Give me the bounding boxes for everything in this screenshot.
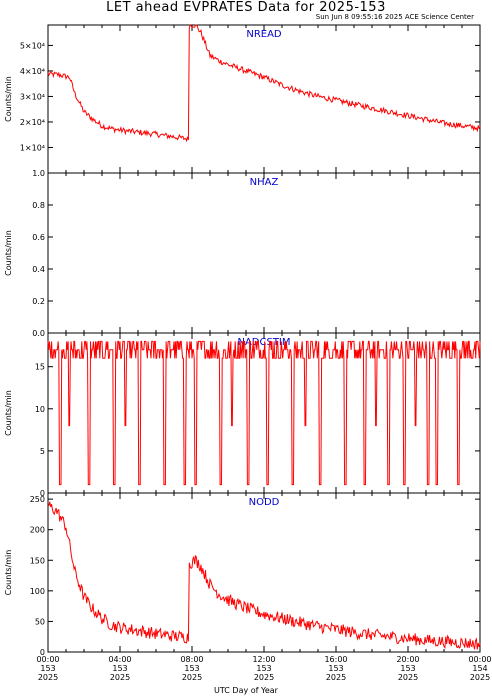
y-tick-label: 3×10⁴ [20, 92, 45, 101]
x-tick-label: 2025 [182, 673, 202, 682]
x-tick-label: 08:00 [180, 655, 203, 664]
x-tick-label: 153 [40, 664, 55, 673]
series-line [47, 501, 481, 650]
panel-nread: 1×10⁴ 2×10⁴ 3×10⁴ 4×10⁴ 5×10⁴ Counts/min NREAD [4, 24, 481, 174]
x-tick-label: 20:00 [396, 655, 419, 664]
y-tick-label: 4×10⁴ [20, 67, 45, 76]
chart-timestamp: Sun Jun 8 09:55:16 2025 ACE Science Cent… [315, 13, 474, 21]
x-tick-label: 2025 [38, 673, 58, 682]
x-tick-label: 153 [184, 664, 199, 673]
y-tick-label: 250 [30, 495, 45, 504]
panel-label: NADCSTIM [237, 337, 290, 348]
y-tick-label: 0.6 [32, 233, 45, 242]
x-tick-label: 2025 [254, 673, 274, 682]
x-tick-label: 2025 [470, 673, 490, 682]
y-tick-label: 100 [30, 587, 45, 596]
x-tick-label: 00:00 [36, 655, 59, 664]
y-tick-label: 5×10⁴ [20, 41, 45, 50]
y-tick-label: 0.0 [32, 329, 45, 338]
x-tick-label: 153 [256, 664, 271, 673]
y-tick-label: 15 [35, 363, 45, 372]
x-tick-label: 154 [472, 664, 487, 673]
chart-title: LET ahead EVPRATES Data for 2025-153 [106, 0, 386, 15]
y-tick-label: 0 [40, 648, 45, 657]
series-line [47, 24, 481, 143]
y-tick-label: 2×10⁴ [20, 118, 45, 127]
panel-nodd: 0 50 100 150 200 250 Counts/min NODD [4, 492, 481, 657]
x-tick-label: 04:00 [108, 655, 131, 664]
y-tick-label: 0.8 [32, 201, 45, 210]
x-axis-title: UTC Day of Year [214, 686, 278, 695]
x-tick-label: 153 [112, 664, 127, 673]
panel-frame [47, 24, 481, 174]
panel-frame [47, 172, 481, 334]
panel-nhaz: 0.0 0.2 0.4 0.6 0.8 1.0 Counts/min NHAZ [4, 169, 481, 338]
x-tick-label: 153 [328, 664, 343, 673]
y-tick-label: 1.0 [32, 169, 45, 178]
x-tick-label: 12:00 [252, 655, 275, 664]
x-tick-label: 16:00 [324, 655, 347, 664]
y-axis-label: Counts/min [4, 76, 13, 122]
y-tick-label: 0.2 [32, 297, 45, 306]
y-tick-label: 150 [30, 556, 45, 565]
x-tick-label: 2025 [326, 673, 346, 682]
panel-nadcstim: 0 5 10 15 Counts/min NADCSTIM [4, 332, 481, 498]
y-axis-label: Counts/min [4, 550, 13, 596]
y-tick-label: 0 [40, 489, 45, 498]
y-tick-label: 10 [35, 405, 45, 414]
y-axis-label: Counts/min [4, 230, 13, 276]
panel-label: NODD [249, 497, 280, 508]
panel-label: NREAD [246, 29, 282, 40]
y-axis-label: Counts/min [4, 390, 13, 436]
y-tick-label: 1×10⁴ [20, 143, 45, 152]
series-line [47, 340, 481, 486]
y-tick-label: 0.4 [32, 265, 45, 274]
x-tick-label: 2025 [110, 673, 130, 682]
y-tick-label: 5 [40, 447, 45, 456]
x-tick-label: 2025 [398, 673, 418, 682]
panel-label: NHAZ [250, 177, 279, 188]
y-tick-label: 50 [35, 617, 45, 626]
x-axis-labels: 00:00153202504:00153202508:00153202512:0… [36, 655, 491, 682]
y-tick-label: 200 [30, 526, 45, 535]
x-tick-label: 00:00 [468, 655, 491, 664]
panel-frame [47, 492, 481, 653]
x-tick-label: 153 [400, 664, 415, 673]
